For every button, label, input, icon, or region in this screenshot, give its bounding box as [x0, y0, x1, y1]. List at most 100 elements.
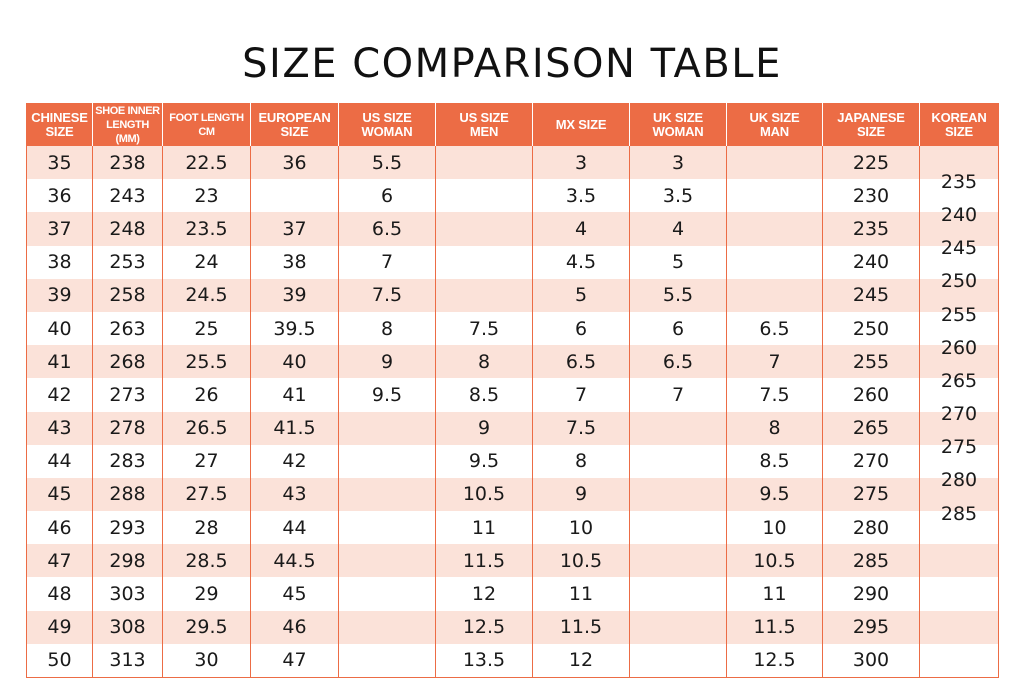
- cell-mx-size: 10.5: [532, 544, 630, 578]
- cell-mx-size: 7: [532, 378, 630, 412]
- cell-value: 240: [940, 203, 978, 226]
- cell-value: 36: [47, 184, 72, 207]
- cell-value: 6: [574, 317, 588, 340]
- cell-european-size: 39: [250, 278, 339, 312]
- cell-value: 42: [47, 383, 72, 406]
- cell-value: 260: [852, 383, 890, 406]
- cell-uk-size-woman: [629, 610, 727, 644]
- cell-us-size-woman: [338, 477, 436, 512]
- cell-korean-size: [919, 643, 999, 678]
- cell-us-size-woman: 9: [338, 345, 436, 379]
- cell-chinese-size: 42: [26, 378, 93, 412]
- cell-value: 225: [852, 151, 890, 174]
- cell-shoe-inner-length: 313: [92, 643, 163, 678]
- cell-value: 42: [282, 450, 307, 473]
- cell-mx-size: 5: [532, 278, 630, 312]
- cell-value: 43: [47, 417, 72, 440]
- cell-us-size-men: 12: [435, 577, 533, 611]
- cell-us-size-woman: [338, 577, 436, 611]
- cell-value: 13.5: [462, 649, 506, 672]
- cell-shoe-inner-length: 298: [92, 544, 163, 578]
- cell-foot-length: 29.5: [162, 610, 251, 644]
- cell-value: 43: [282, 483, 307, 506]
- cell-japanese-size: 300: [822, 643, 920, 678]
- cell-shoe-inner-length: 273: [92, 378, 163, 412]
- table-row: 38 253 24 38 7 4.5 5 240 245: [26, 237, 999, 279]
- table-row: 40 263 25 39.5 8 7.5 6 6 6.5 250 255: [26, 304, 999, 346]
- cell-european-size: 41.5: [250, 411, 339, 445]
- cell-mx-size: 11: [532, 577, 630, 611]
- cell-chinese-size: 44: [26, 444, 93, 478]
- cell-value: 23: [194, 184, 219, 207]
- cell-uk-size-man: 12.5: [726, 643, 823, 678]
- cell-value: 45: [282, 583, 307, 606]
- cell-value: 3.5: [565, 184, 597, 207]
- cell-uk-size-woman: [629, 477, 727, 512]
- cell-value: 6.5: [565, 350, 597, 373]
- cell-value: 25.5: [185, 350, 228, 373]
- cell-shoe-inner-length: 268: [92, 345, 163, 379]
- cell-us-size-men: [435, 212, 533, 246]
- cell-mx-size: 12: [532, 643, 630, 678]
- cell-korean-size: 275: [919, 436, 999, 478]
- cell-us-size-men: 11.5: [435, 544, 533, 578]
- cell-value: 275: [852, 483, 890, 506]
- cell-value: 10.5: [462, 483, 506, 506]
- column-header-us-size-woman: US SIZE WOMAN: [338, 103, 436, 146]
- cell-value: 285: [852, 549, 890, 572]
- table-row: 42 273 26 41 9.5 8.5 7 7 7.5 260 265: [26, 370, 999, 412]
- cell-value: 8: [477, 350, 491, 373]
- cell-european-size: 41: [250, 378, 339, 412]
- cell-value: 235: [852, 217, 890, 240]
- cell-value: 8.5: [759, 450, 790, 473]
- cell-value: 250: [940, 270, 978, 293]
- cell-chinese-size: 46: [26, 511, 93, 545]
- cell-us-size-woman: 6: [338, 179, 436, 213]
- cell-us-size-woman: [338, 643, 436, 678]
- cell-value: 5.5: [662, 284, 694, 307]
- column-header-uk-size-woman: UK SIZE WOMAN: [629, 103, 727, 146]
- cell-value: 26.5: [185, 417, 228, 440]
- cell-value: 7: [574, 383, 588, 406]
- column-header-chinese-size: CHINESE SIZE: [26, 103, 93, 146]
- cell-value: 275: [940, 436, 978, 459]
- cell-value: 5: [574, 284, 588, 307]
- cell-shoe-inner-length: 308: [92, 610, 163, 644]
- cell-european-size: 46: [250, 610, 339, 644]
- cell-value: 298: [109, 549, 146, 572]
- size-comparison-table: CHINESE SIZE SHOE INNER LENGTH (MM) FOOT…: [26, 103, 999, 678]
- cell-chinese-size: 38: [26, 245, 93, 279]
- cell-uk-size-woman: [629, 411, 727, 445]
- cell-value: 255: [852, 350, 890, 373]
- cell-uk-size-woman: 6.5: [629, 345, 727, 379]
- cell-japanese-size: 245: [822, 278, 920, 312]
- cell-value: 6.5: [662, 350, 694, 373]
- cell-uk-size-man: 9.5: [726, 477, 823, 512]
- cell-uk-size-man: 11: [726, 577, 823, 611]
- cell-value: 47: [47, 549, 72, 572]
- cell-value: 24: [194, 251, 219, 274]
- cell-uk-size-man: 7.5: [726, 378, 823, 412]
- cell-korean-size: 240: [919, 204, 999, 246]
- cell-value: 245: [940, 237, 978, 260]
- cell-mx-size: 6.5: [532, 345, 630, 379]
- cell-uk-size-woman: 7: [629, 378, 727, 412]
- cell-shoe-inner-length: 248: [92, 212, 163, 246]
- cell-mx-size: 4: [532, 212, 630, 246]
- cell-european-size: 44.5: [250, 544, 339, 578]
- cell-us-size-woman: 8: [338, 311, 436, 346]
- cell-value: 39: [47, 284, 72, 307]
- cell-value: 4: [671, 217, 685, 240]
- cell-european-size: 39.5: [250, 311, 339, 346]
- cell-mx-size: 3.5: [532, 179, 630, 213]
- cell-foot-length: 25: [162, 311, 251, 346]
- cell-shoe-inner-length: 258: [92, 278, 163, 312]
- cell-value: 293: [109, 516, 146, 539]
- cell-mx-size: 3: [532, 146, 630, 180]
- table-row: 49 308 29.5 46 12.5 11.5 11.5 295: [26, 610, 999, 644]
- cell-european-size: 45: [250, 577, 339, 611]
- cell-uk-size-man: 10.5: [726, 544, 823, 578]
- page-title: SIZE COMPARISON TABLE: [242, 41, 782, 87]
- cell-uk-size-woman: [629, 544, 727, 578]
- cell-chinese-size: 40: [26, 311, 93, 346]
